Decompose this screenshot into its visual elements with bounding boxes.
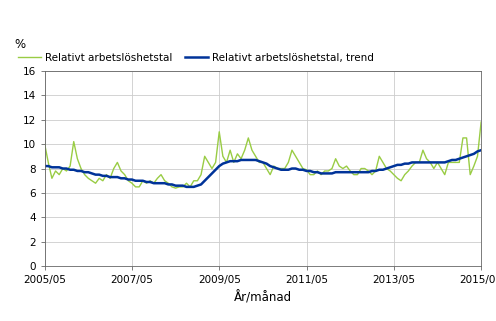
Relativt arbetslöshetstal, trend xyxy=(42,164,48,168)
Text: %: % xyxy=(14,38,25,51)
Legend: Relativt arbetslöshetstal, Relativt arbetslöshetstal, trend: Relativt arbetslöshetstal, Relativt arbe… xyxy=(14,48,378,67)
Relativt arbetslöshetstal xyxy=(231,160,237,164)
Relativt arbetslöshetstal, trend xyxy=(453,158,459,162)
X-axis label: År/månad: År/månad xyxy=(234,291,292,305)
Line: Relativt arbetslöshetstal: Relativt arbetslöshetstal xyxy=(45,122,481,188)
Relativt arbetslöshetstal, trend xyxy=(184,185,189,189)
Line: Relativt arbetslöshetstal, trend: Relativt arbetslöshetstal, trend xyxy=(45,150,481,187)
Relativt arbetslöshetstal, trend xyxy=(318,171,324,175)
Relativt arbetslöshetstal, trend xyxy=(143,180,149,184)
Relativt arbetslöshetstal xyxy=(42,142,48,146)
Relativt arbetslöshetstal, trend xyxy=(231,159,237,163)
Relativt arbetslöshetstal xyxy=(85,177,91,180)
Relativt arbetslöshetstal, trend xyxy=(478,148,484,152)
Relativt arbetslöshetstal xyxy=(478,120,484,124)
Relativt arbetslöshetstal, trend xyxy=(85,170,91,174)
Relativt arbetslöshetstal xyxy=(340,167,346,170)
Relativt arbetslöshetstal xyxy=(173,186,179,190)
Relativt arbetslöshetstal, trend xyxy=(340,170,346,174)
Relativt arbetslöshetstal xyxy=(453,160,459,164)
Relativt arbetslöshetstal xyxy=(143,181,149,185)
Relativt arbetslöshetstal xyxy=(318,173,324,177)
